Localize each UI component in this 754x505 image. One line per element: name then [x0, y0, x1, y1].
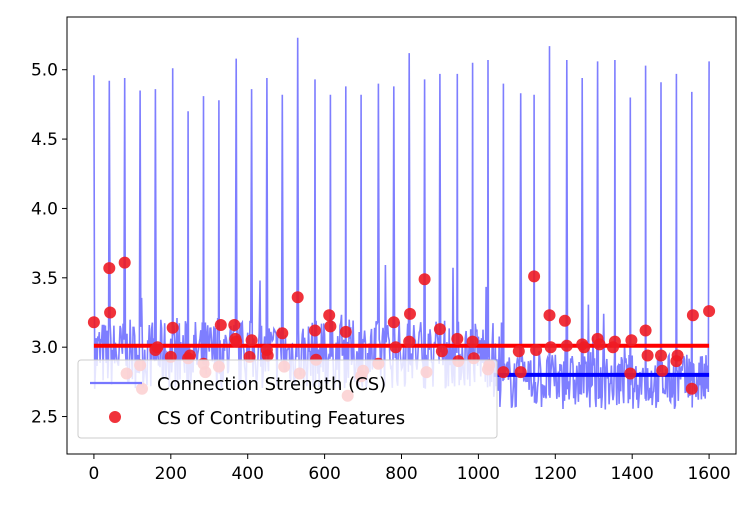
contrib-point	[543, 309, 556, 322]
contrib-point	[184, 349, 196, 362]
contrib-point	[451, 332, 464, 345]
contrib-point	[466, 335, 479, 348]
contrib-point	[671, 349, 684, 362]
contrib-scatter-layer	[87, 256, 716, 402]
contrib-point	[625, 334, 638, 347]
contrib-point	[433, 323, 446, 336]
contrib-point	[104, 306, 117, 319]
y-tick-label: 2.5	[31, 408, 58, 428]
y-axis: 2.5 3.0 3.5 4.0 4.5 5.0	[31, 61, 67, 428]
legend-box	[77, 359, 498, 439]
legend-marker-swatch	[109, 411, 121, 423]
contrib-point	[151, 341, 164, 354]
contrib-point	[685, 382, 698, 395]
x-tick-label: 1000	[457, 464, 500, 484]
contrib-point	[656, 364, 669, 377]
contrib-point	[387, 316, 400, 329]
contrib-point	[512, 345, 525, 358]
contrib-point	[323, 309, 336, 322]
legend: Connection Strength (CS) CS of Contribut…	[77, 359, 498, 439]
legend-label-cs: Connection Strength (CS)	[157, 374, 386, 395]
x-tick-label: 200	[155, 464, 187, 484]
contrib-point	[324, 320, 337, 333]
x-tick-label: 600	[308, 464, 340, 484]
x-tick-label: 0	[88, 464, 99, 484]
x-tick-label: 1200	[534, 464, 577, 484]
legend-label-contrib: CS of Contributing Features	[157, 408, 405, 429]
contrib-point	[641, 349, 654, 362]
contrib-point	[639, 324, 652, 337]
contrib-point	[703, 305, 716, 318]
contrib-point	[435, 345, 448, 358]
contrib-point	[558, 314, 571, 327]
contrib-point	[291, 291, 304, 304]
contrib-point	[118, 256, 131, 269]
contrib-point	[608, 335, 621, 348]
y-tick-label: 4.5	[31, 130, 58, 150]
x-tick-label: 800	[385, 464, 417, 484]
contrib-point	[214, 319, 227, 331]
x-tick-label: 1400	[611, 464, 654, 484]
contrib-point	[261, 349, 274, 362]
contrib-point	[578, 341, 591, 354]
y-tick-label: 5.0	[31, 61, 58, 81]
contrib-point	[528, 270, 541, 283]
contrib-point	[497, 366, 510, 379]
contrib-point	[624, 367, 637, 380]
y-tick-label: 3.5	[31, 269, 58, 289]
contrib-point	[655, 349, 667, 362]
y-tick-label: 4.0	[31, 199, 58, 219]
contrib-point	[339, 325, 352, 338]
contrib-point	[276, 327, 289, 340]
contrib-point	[418, 273, 431, 286]
contrib-point	[230, 335, 243, 348]
contrib-point	[166, 321, 179, 334]
y-tick-label: 3.0	[31, 338, 58, 358]
contrib-point	[514, 366, 527, 379]
contrib-point	[103, 262, 116, 275]
contrib-point	[228, 319, 241, 331]
contrib-point	[530, 344, 543, 356]
x-tick-label: 400	[231, 464, 263, 484]
contrib-point	[309, 324, 321, 337]
x-axis: 0 200 400 600 800 1000 1200 1400 1600	[88, 454, 731, 484]
contrib-point	[686, 309, 699, 322]
contrib-point	[87, 316, 100, 329]
contrib-point	[404, 307, 416, 320]
contrib-point	[403, 335, 416, 348]
contrib-point	[593, 338, 606, 351]
contrib-point	[245, 334, 258, 347]
contrib-point	[560, 339, 573, 352]
contrib-point	[544, 341, 557, 354]
x-tick-label: 1600	[687, 464, 730, 484]
contrib-point	[389, 341, 402, 354]
